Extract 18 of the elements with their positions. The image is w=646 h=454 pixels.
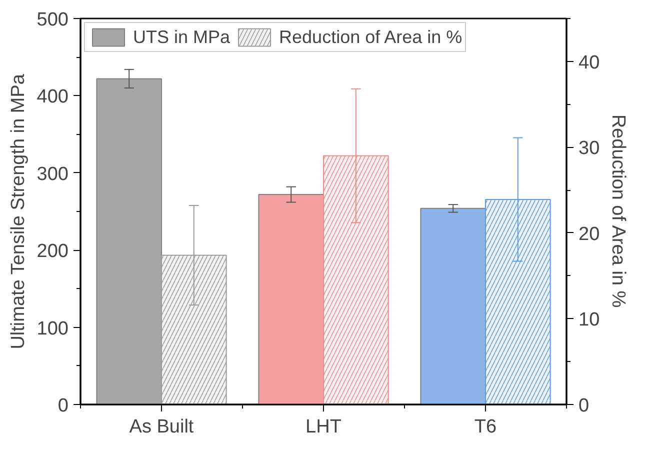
legend-label: UTS in MPa — [133, 26, 230, 48]
y2-tick-label: 10 — [578, 310, 600, 331]
y2-tick-label: 40 — [578, 52, 600, 74]
y-tick-label: 400 — [36, 86, 68, 108]
y2-tick-label: 30 — [578, 138, 600, 160]
x-tick-label: LHT — [306, 416, 342, 438]
y-tick-label: 100 — [36, 318, 68, 340]
y2-axis-title: Reduction of Area in % — [608, 114, 629, 308]
y-tick-label: 0 — [58, 396, 69, 416]
y2-tick-label: 0 — [578, 396, 590, 416]
y2-tick-label: 20 — [578, 224, 600, 245]
y-tick-label: 500 — [36, 10, 68, 30]
y-axis-title: Ultimate Tensile Strength in MPa — [8, 74, 29, 350]
x-tick-label: T6 — [474, 416, 497, 438]
legend-label: Reduction of Area in % — [279, 26, 462, 48]
y-tick-label: 200 — [36, 241, 68, 262]
y-tick-label: 300 — [36, 164, 68, 185]
x-tick-label: As Built — [129, 416, 194, 438]
